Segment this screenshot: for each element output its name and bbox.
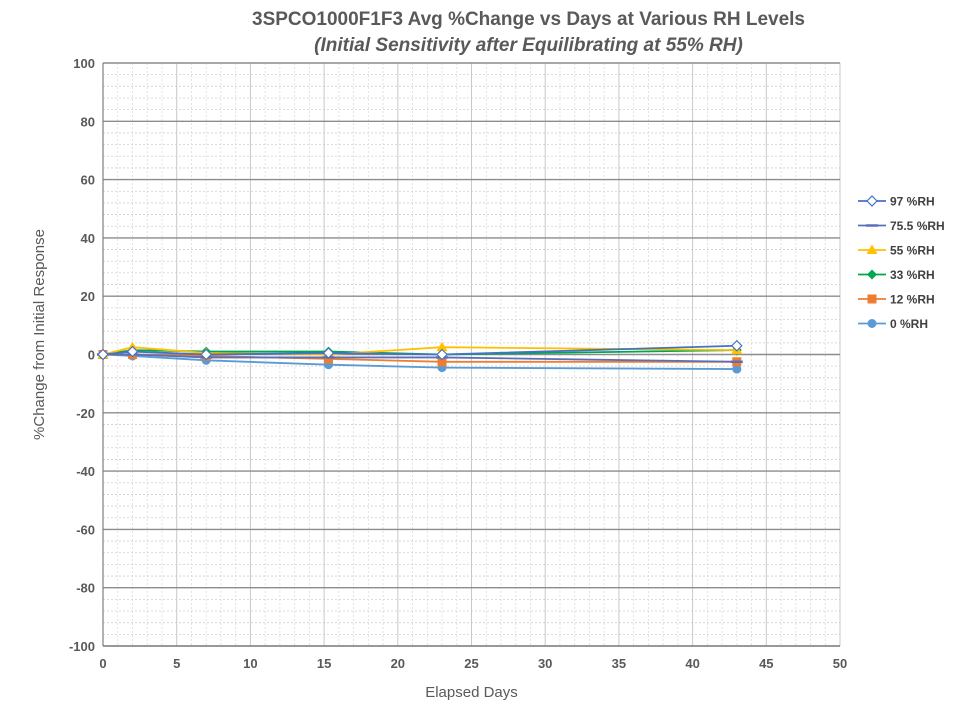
y-tick-label: 100 xyxy=(73,56,95,71)
legend-label: 0 %RH xyxy=(890,317,928,331)
y-tick-label: -20 xyxy=(76,406,95,421)
x-tick-label: 45 xyxy=(759,656,773,671)
data-point xyxy=(866,195,878,207)
data-point xyxy=(867,319,877,328)
data-point xyxy=(732,364,742,374)
legend-label: 75.5 %RH xyxy=(890,219,945,233)
data-point xyxy=(200,348,213,361)
legend: 97 %RH 75.5 %RH 55 %RH 33 %RH 12 %RH 0 %RH xyxy=(858,195,945,331)
y-tick-label: -40 xyxy=(76,464,95,479)
x-tick-label: 10 xyxy=(243,656,257,671)
data-point xyxy=(97,348,109,361)
y-tick-label: 60 xyxy=(81,173,95,188)
y-axis-label: %Change from Initial Response xyxy=(31,229,48,440)
y-tick-label: 20 xyxy=(81,289,95,304)
x-tick-label: 20 xyxy=(391,656,405,671)
x-tick-label: 30 xyxy=(538,656,552,671)
series-97-rh xyxy=(97,339,743,361)
x-tick-label: 25 xyxy=(464,656,478,671)
data-point xyxy=(867,269,877,280)
data-point xyxy=(436,341,448,352)
data-point xyxy=(436,348,448,361)
x-tick-label: 35 xyxy=(612,656,626,671)
data-point xyxy=(126,345,139,358)
chart-subtitle: (Initial Sensitivity after Equilibrating… xyxy=(314,35,743,56)
legend-label: 55 %RH xyxy=(890,244,935,258)
data-point xyxy=(730,339,743,352)
y-tick-label: -100 xyxy=(69,639,95,654)
x-tick-label: 5 xyxy=(173,656,180,671)
x-axis-label: Elapsed Days xyxy=(425,684,518,701)
x-tick-label: 15 xyxy=(317,656,331,671)
chart-title: 3SPCO1000F1F3 Avg %Change vs Days at Var… xyxy=(252,9,805,30)
y-tick-label: 0 xyxy=(88,348,95,363)
data-point xyxy=(322,347,335,359)
y-tick-label: -80 xyxy=(76,581,95,596)
grid-lines xyxy=(102,62,841,647)
data-point xyxy=(866,244,878,254)
legend-label: 33 %RH xyxy=(890,268,935,282)
x-tick-label: 50 xyxy=(833,656,847,671)
x-tick-label: 0 xyxy=(99,656,106,671)
y-tick-label: 80 xyxy=(81,114,95,129)
legend-label: 97 %RH xyxy=(890,195,935,209)
x-tick-label: 40 xyxy=(685,656,699,671)
data-point xyxy=(437,357,447,367)
legend-label: 12 %RH xyxy=(890,293,935,307)
data-point xyxy=(867,294,877,304)
y-tick-label: -60 xyxy=(76,522,95,537)
y-tick-label: 40 xyxy=(81,231,95,246)
